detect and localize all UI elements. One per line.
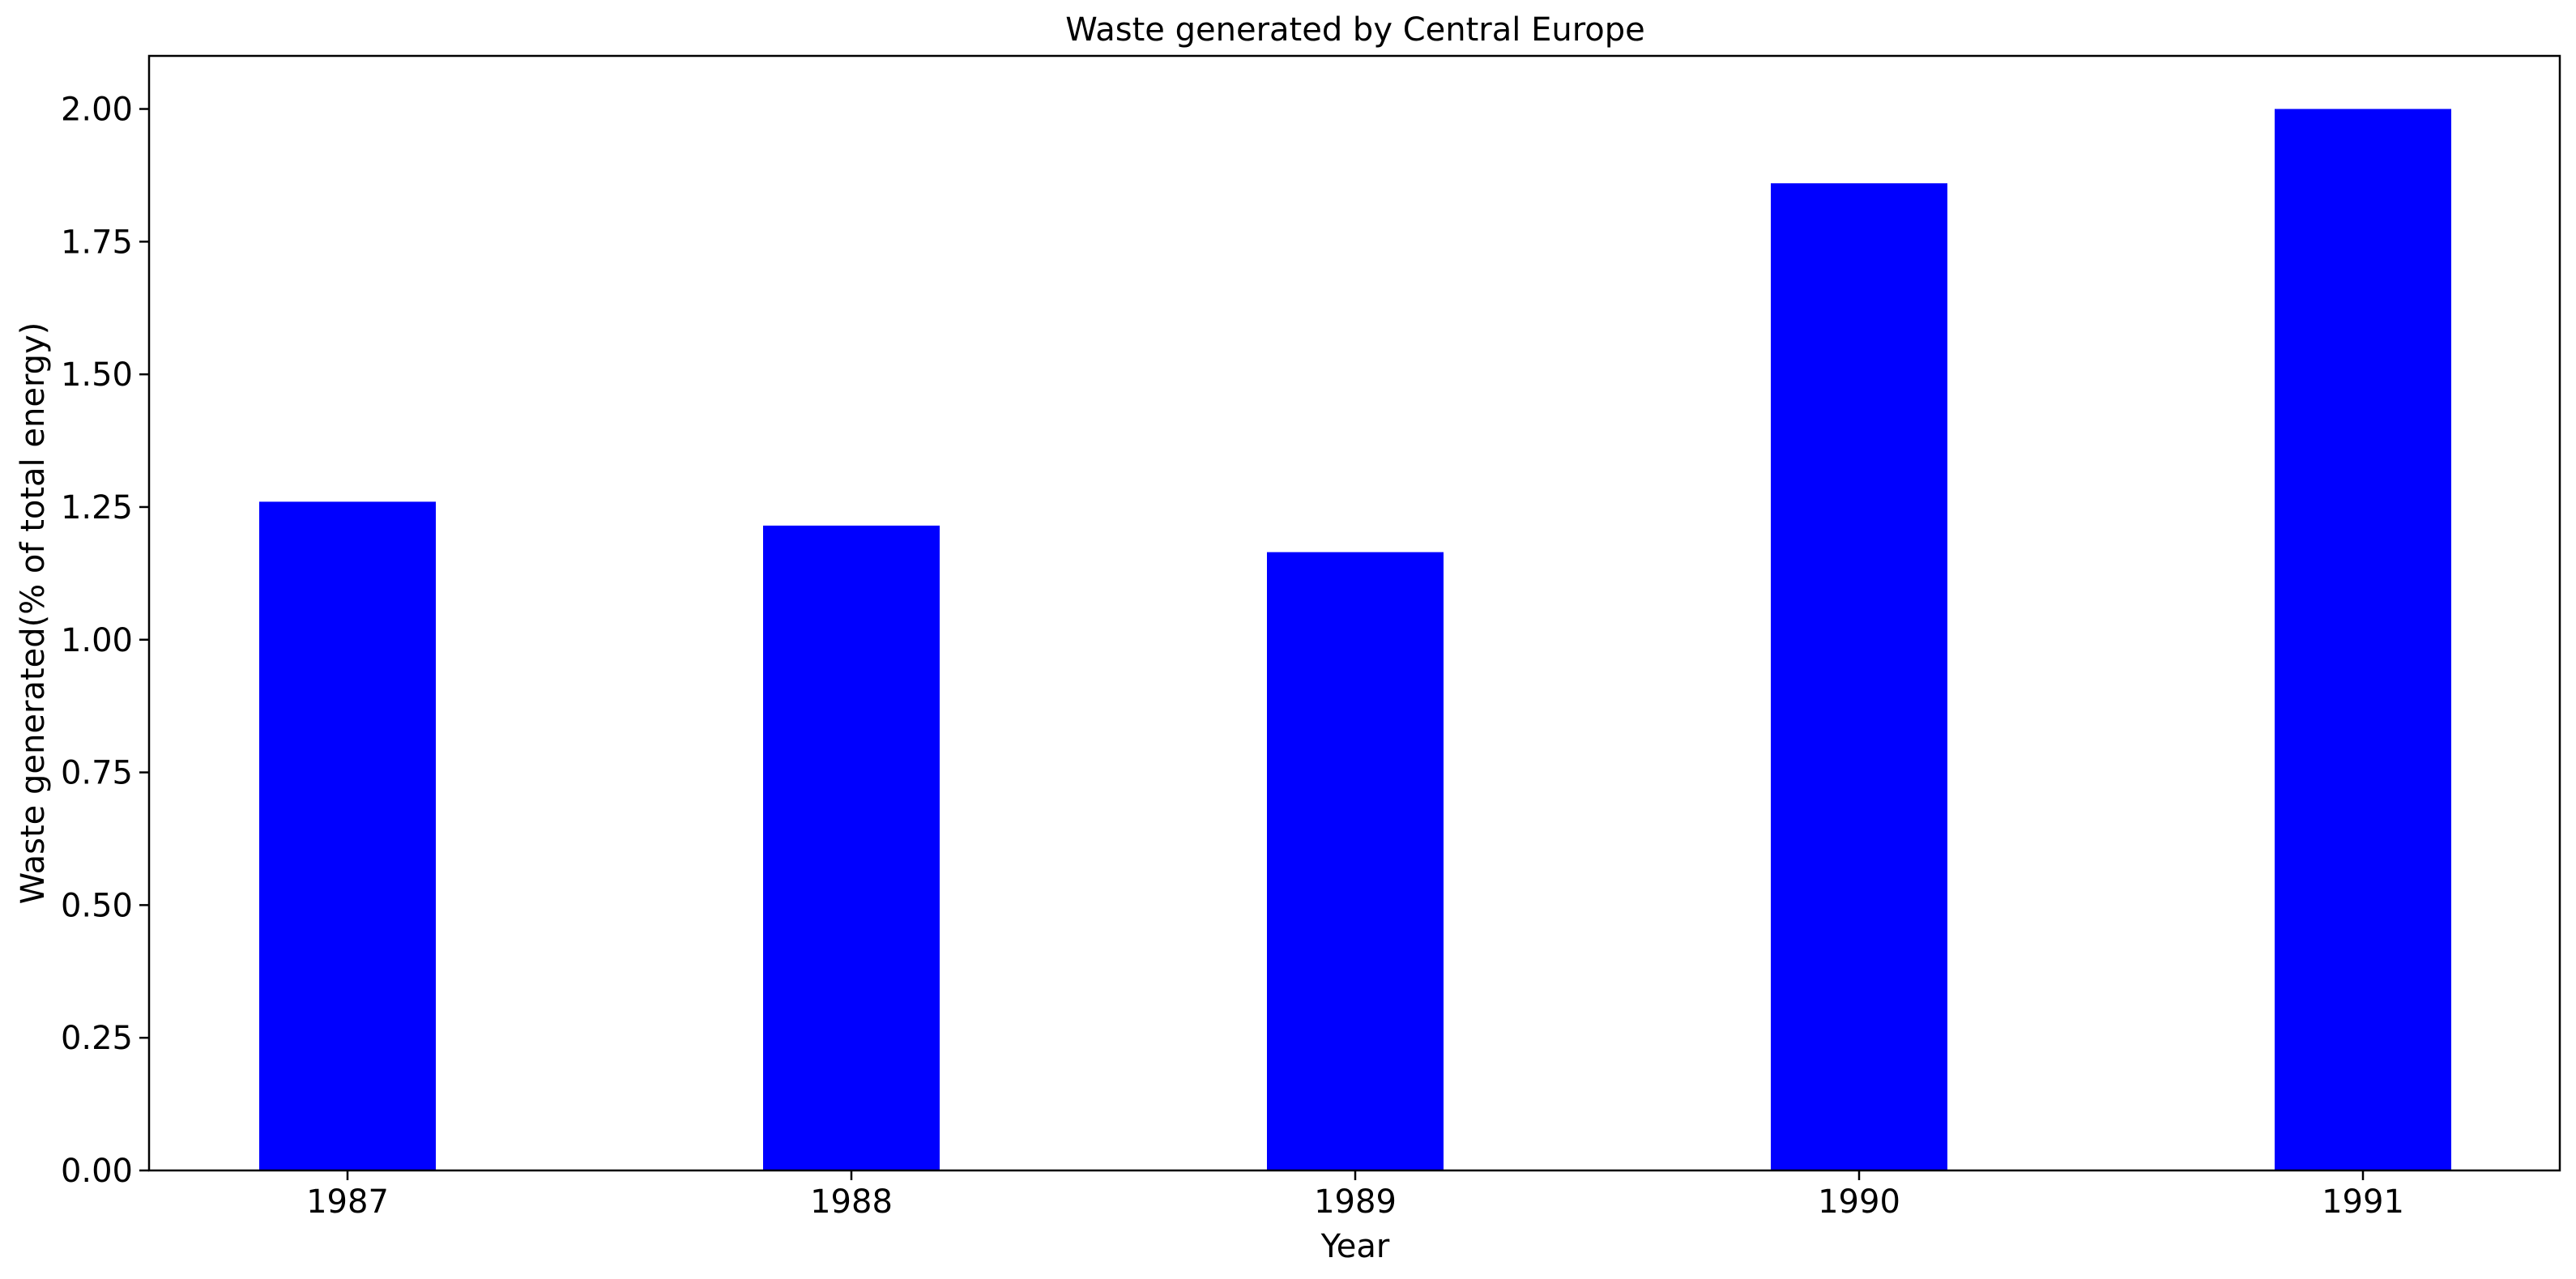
y-tick-label: 0.75 [61,755,133,792]
x-tick-label: 1991 [2322,1183,2404,1221]
bar-1989 [1267,552,1444,1170]
bar-1987 [259,501,436,1170]
y-tick-label: 1.00 [61,622,133,659]
bar-1988 [763,525,940,1170]
bar-1990 [1771,183,1947,1171]
x-tick-label: 1990 [1818,1183,1900,1221]
y-tick-label: 1.25 [61,489,133,527]
y-tick-label: 1.75 [61,224,133,261]
chart-title: Waste generated by Central Europe [1065,11,1644,49]
x-axis-label: Year [1320,1228,1390,1265]
y-tick-label: 0.00 [61,1153,133,1190]
y-tick-label: 0.50 [61,887,133,924]
x-tick-label: 1987 [306,1183,389,1221]
x-tick-label: 1989 [1314,1183,1397,1221]
bar-1991 [2275,109,2451,1170]
y-axis-label: Waste generated(% of total energy) [15,322,52,905]
y-tick-label: 0.25 [61,1020,133,1057]
y-axis: 0.00 0.25 0.50 0.75 1.00 1.25 1.50 1.75 2.00 [61,92,149,1190]
x-axis: 1987 1988 1989 1990 1991 [306,1170,2404,1221]
x-tick-label: 1988 [810,1183,893,1221]
y-tick-label: 2.00 [61,92,133,129]
y-tick-label: 1.50 [61,356,133,394]
bars-group [259,109,2451,1171]
